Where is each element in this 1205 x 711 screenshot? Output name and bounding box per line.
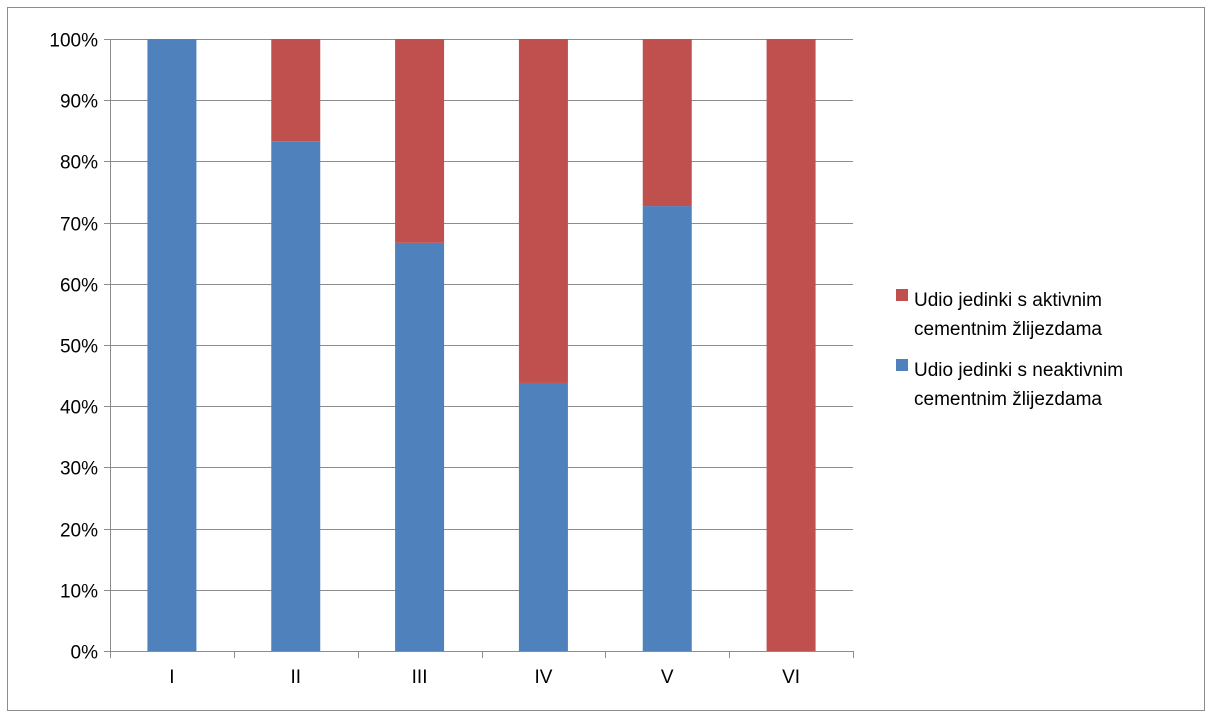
x-tick-label: V bbox=[661, 667, 674, 688]
y-tick-label: 40% bbox=[60, 398, 98, 419]
bar-segment-active bbox=[642, 39, 692, 207]
legend: Udio jedinki s aktivnim cementnim žlijezd… bbox=[896, 289, 1123, 410]
axes bbox=[104, 39, 854, 658]
x-tick-label: IV bbox=[534, 667, 552, 688]
chart-border bbox=[7, 7, 1205, 711]
bars bbox=[147, 39, 816, 652]
bar-segment-inactive bbox=[642, 206, 692, 651]
x-tick-label: I bbox=[169, 667, 174, 688]
legend-label: Udio jedinki s aktivnim bbox=[914, 290, 1102, 311]
y-tick-label: 0% bbox=[71, 643, 99, 664]
bar-segment-inactive bbox=[271, 141, 321, 651]
y-tick-label: 30% bbox=[60, 459, 98, 480]
y-tick-label: 80% bbox=[60, 153, 98, 174]
legend-label: cementnim žlijezdama bbox=[914, 319, 1102, 340]
y-tick-label: 50% bbox=[60, 337, 98, 358]
y-tick-labels: 0% 10% 20% 30% 40% 50% 60% 70% 80% 90% 100% bbox=[49, 31, 98, 664]
y-tick-label: 90% bbox=[60, 92, 98, 113]
bar-segment-active bbox=[518, 39, 568, 383]
legend-swatch bbox=[896, 359, 908, 371]
legend-label: cementnim žlijezdama bbox=[914, 389, 1102, 410]
bar-segment-inactive bbox=[518, 382, 568, 651]
x-tick-label: VI bbox=[782, 667, 800, 688]
y-tick-label: 70% bbox=[60, 215, 98, 236]
bar-segment-inactive bbox=[147, 39, 197, 651]
legend-swatch bbox=[896, 289, 908, 301]
bar-segment-active bbox=[271, 39, 321, 142]
y-tick-label: 100% bbox=[49, 31, 98, 52]
x-tick-label: III bbox=[412, 667, 428, 688]
x-tick-labels: I II III IV V VI bbox=[169, 667, 800, 688]
legend-label: Udio jedinki s neaktivnim bbox=[914, 360, 1123, 381]
bar-segment-inactive bbox=[395, 242, 445, 652]
bar-segment-active bbox=[395, 39, 445, 243]
y-tick-label: 60% bbox=[60, 276, 98, 297]
y-tick-label: 20% bbox=[60, 521, 98, 542]
y-tick-label: 10% bbox=[60, 582, 98, 603]
x-tick-label: II bbox=[290, 667, 301, 688]
bar-segment-active bbox=[766, 39, 816, 651]
